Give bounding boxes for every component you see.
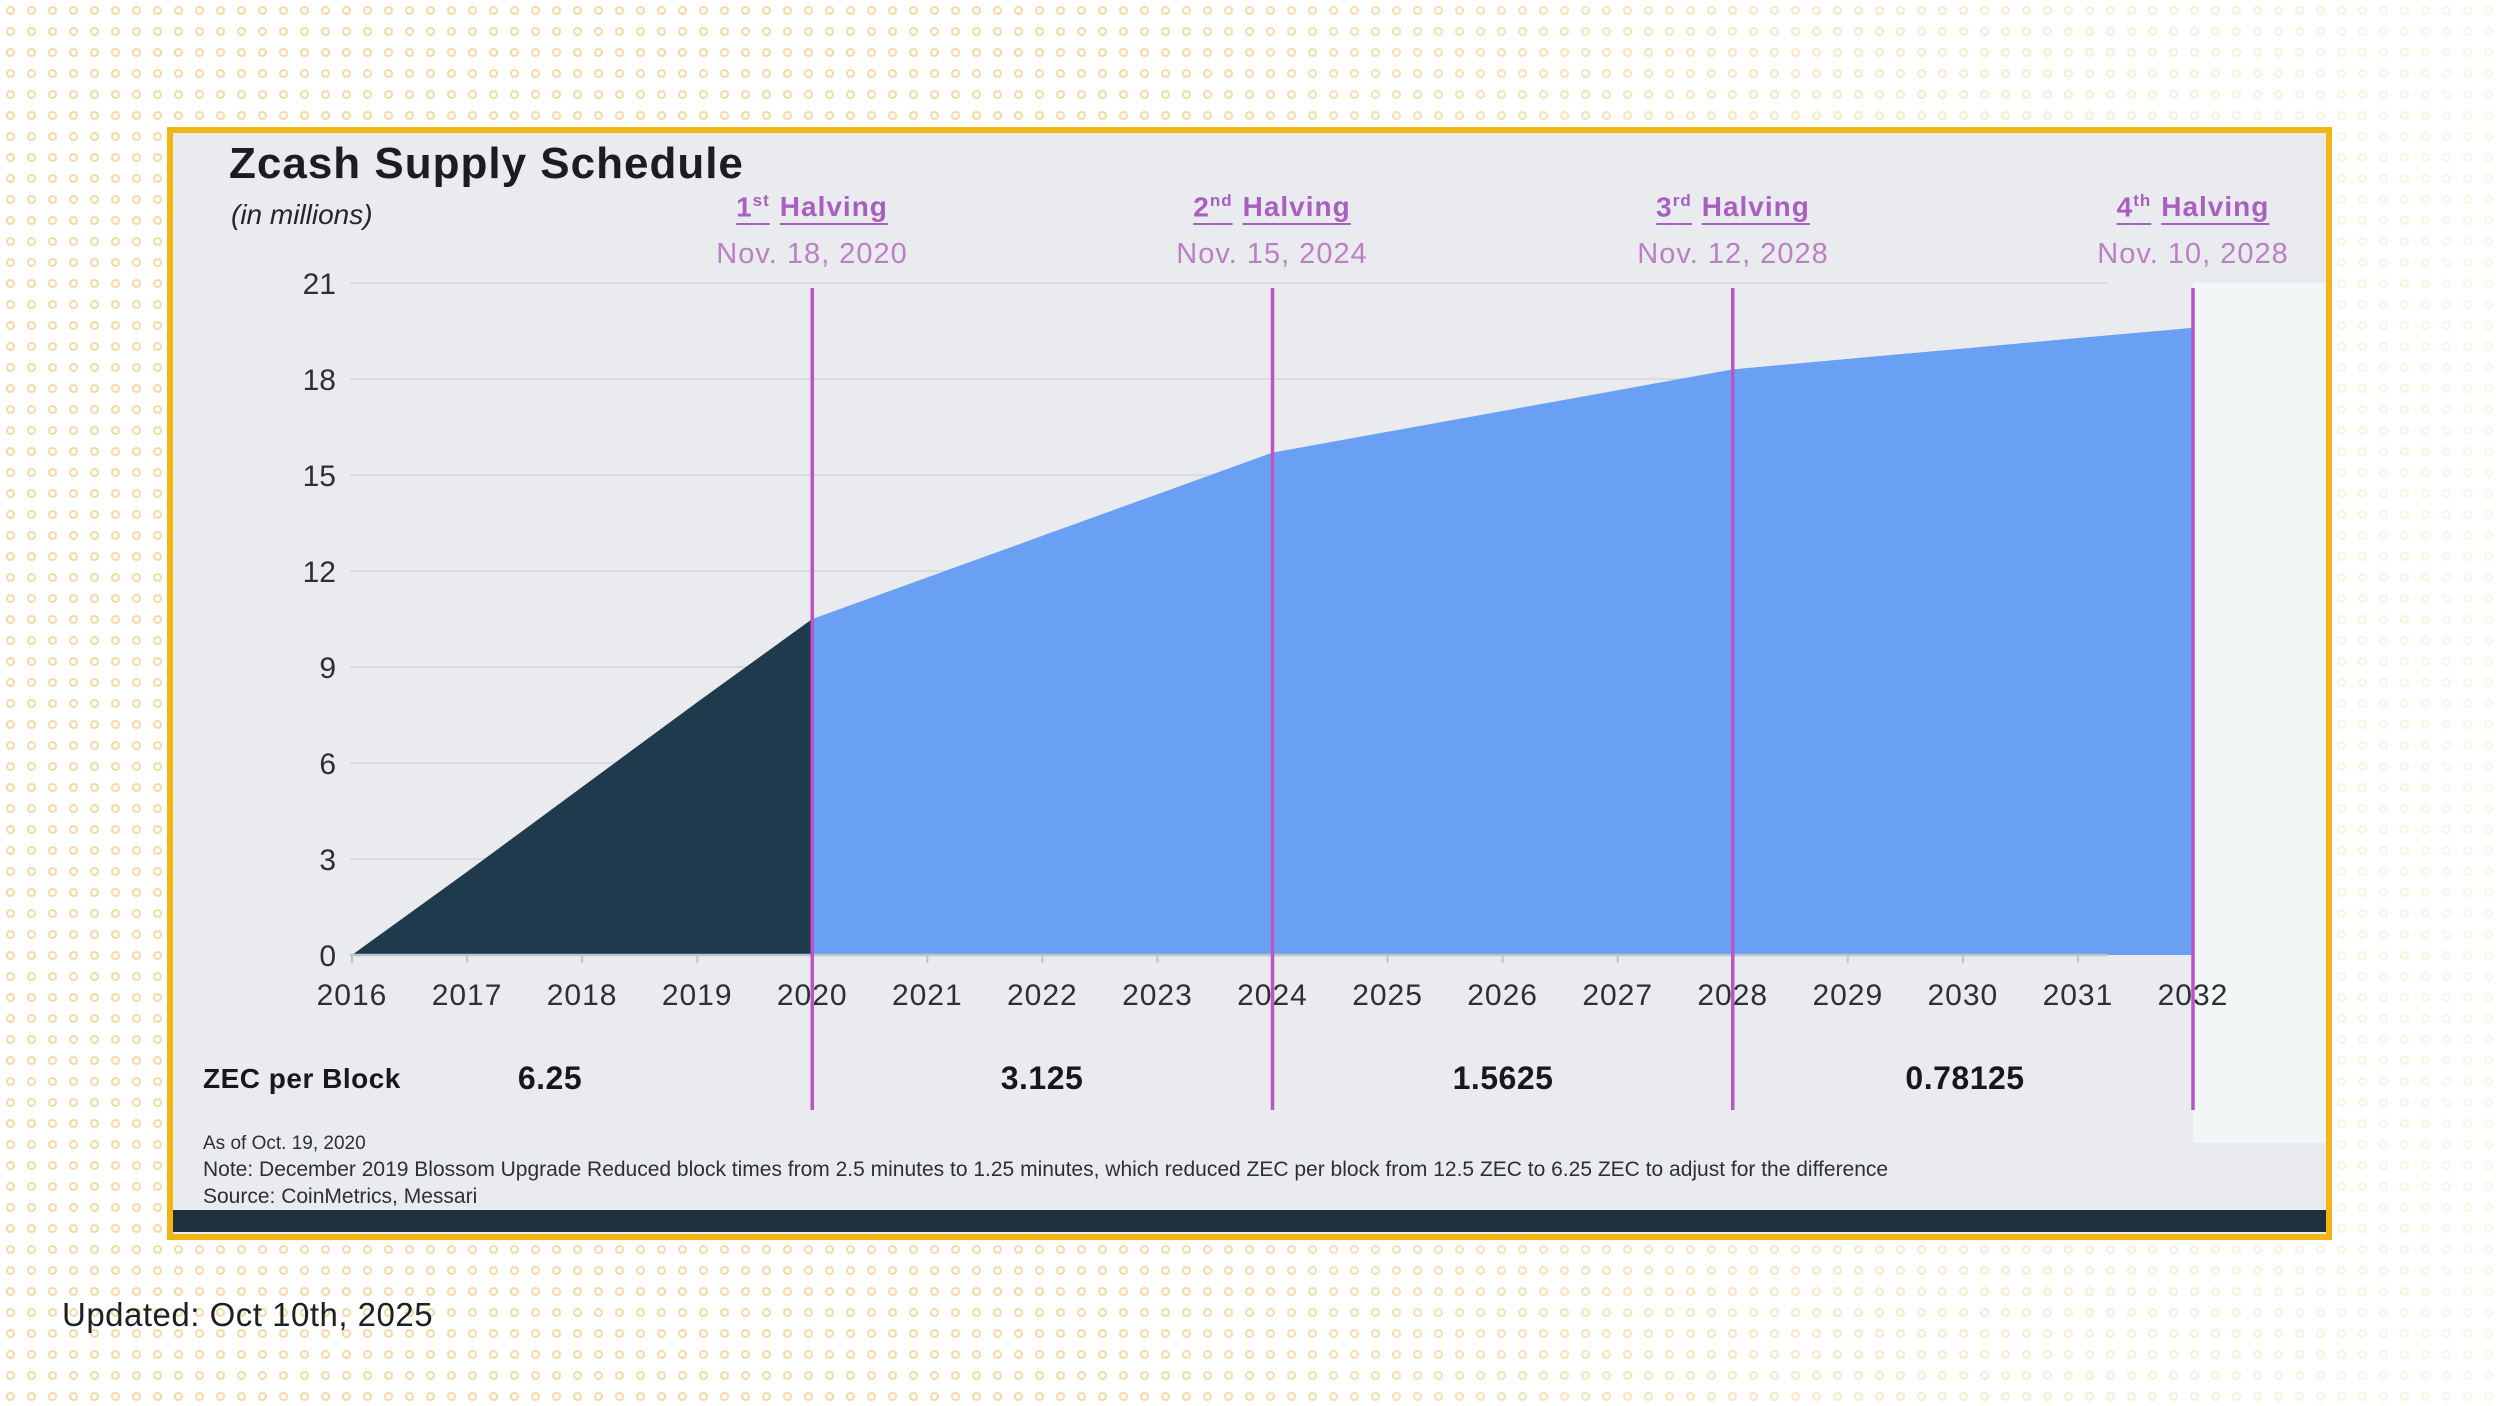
x-axis-tick-label: 2030 (1928, 979, 1999, 1012)
halving-label-3: 3rd Halving Nov. 12, 2028 (1563, 191, 1903, 271)
halving-label-1: 1st Halving Nov. 18, 2020 (642, 191, 982, 271)
halving-3-word: Halving (1701, 191, 1810, 223)
zec-per-block-value-4: 0.78125 (1905, 1060, 2025, 1096)
footnote-as-of: As of Oct. 19, 2020 (203, 1133, 366, 1154)
updated-date-label: Updated: Oct 10th, 2025 (62, 1296, 434, 1333)
halving-2-title: 2nd Halving (1102, 191, 1442, 223)
plot-right-strip (2193, 283, 2326, 1143)
chart-title: Zcash Supply Schedule (229, 139, 744, 188)
future-supply-area (812, 327, 2193, 955)
x-axis-tick-label: 2029 (1812, 979, 1883, 1012)
x-axis-tick-label: 2027 (1582, 979, 1653, 1012)
halving-4-title: 4th Halving (2023, 191, 2326, 223)
halving-4-ordinal: 4 (2116, 191, 2134, 223)
x-axis-tick-label: 2026 (1467, 979, 1538, 1012)
supply-schedule-card: 0 3 6 9 12 15 18 21 2016 2017 2018 2019 2020 2021 2022… (167, 127, 2332, 1240)
halving-3-suffix: rd (1672, 191, 1692, 210)
halving-2-suffix: nd (1209, 191, 1233, 210)
y-axis-tick-label: 0 (319, 940, 336, 973)
halving-2-date: Nov. 15, 2024 (1176, 238, 1368, 271)
mined-supply-area (352, 619, 813, 955)
halving-label-2: 2nd Halving Nov. 15, 2024 (1102, 191, 1442, 271)
y-axis-tick-label: 15 (303, 460, 336, 493)
halving-label-4: 4th Halving Nov. 10, 2028 (2023, 191, 2326, 271)
halving-4-word: Halving (2161, 191, 2270, 223)
x-axis-tick-label: 2023 (1122, 979, 1193, 1012)
halving-2-word: Halving (1242, 191, 1351, 223)
halving-3-ordinal: 3 (1656, 191, 1673, 223)
x-axis-tick-label: 2021 (892, 979, 963, 1012)
halving-3-title: 3rd Halving (1563, 191, 1903, 223)
zec-per-block-value-2: 3.125 (1000, 1060, 1084, 1096)
supply-schedule-card-inner: 0 3 6 9 12 15 18 21 2016 2017 2018 2019 2020 2021 2022… (173, 133, 2326, 1234)
card-bottom-bar (173, 1210, 2326, 1232)
halving-3-date: Nov. 12, 2028 (1637, 238, 1829, 271)
halving-1-date: Nov. 18, 2020 (716, 238, 908, 271)
x-axis-tick-label: 2018 (547, 979, 618, 1012)
y-axis-tick-label: 3 (319, 844, 336, 877)
x-axis-tick-label: 2022 (1007, 979, 1078, 1012)
x-axis-tick-label: 2017 (432, 979, 503, 1012)
chart-subtitle: (in millions) (231, 199, 373, 230)
zec-per-block-value-1: 6.25 (517, 1060, 583, 1096)
y-axis-tick-label: 12 (303, 556, 336, 589)
halving-1-word: Halving (779, 191, 888, 223)
halving-1-suffix: st (752, 191, 770, 210)
y-axis-tick-label: 9 (319, 652, 336, 685)
footnote-source: Source: CoinMetrics, Messari (203, 1185, 478, 1208)
halving-4-suffix: th (2133, 191, 2152, 210)
zec-per-block-label: ZEC per Block (203, 1063, 401, 1094)
halving-4-date: Nov. 10, 2028 (2097, 238, 2289, 271)
halving-2-ordinal: 2 (1193, 191, 1210, 223)
x-axis-tick-label: 2019 (662, 979, 733, 1012)
zec-per-block-value-3: 1.5625 (1452, 1060, 1554, 1096)
footnote-note: Note: December 2019 Blossom Upgrade Redu… (203, 1158, 1889, 1181)
y-axis-tick-label: 18 (303, 364, 336, 397)
halving-1-title: 1st Halving (642, 191, 982, 223)
x-axis-tick-label: 2025 (1352, 979, 1423, 1012)
x-axis-tick-label: 2016 (317, 979, 388, 1012)
y-axis-tick-label: 6 (319, 748, 336, 781)
y-axis-tick-label: 21 (303, 268, 336, 301)
halving-1-ordinal: 1 (736, 191, 753, 223)
x-axis-tick-label: 2031 (2043, 979, 2114, 1012)
